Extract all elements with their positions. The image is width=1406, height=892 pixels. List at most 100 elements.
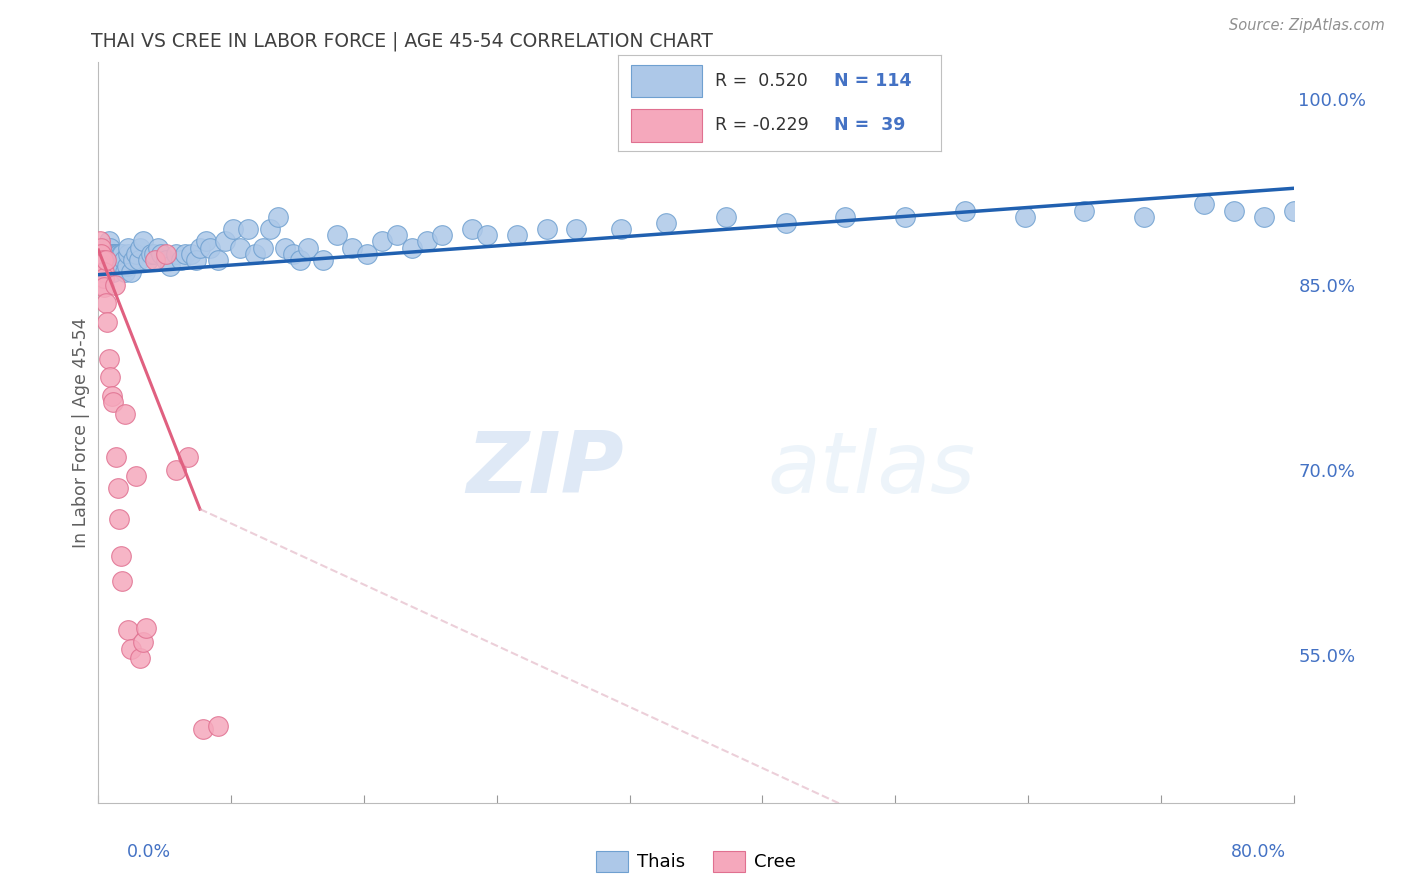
Point (207, 719, 229, 733)
Point (236, 222, 259, 236)
Point (1223, 203, 1246, 218)
Point (125, 246, 148, 260)
Point (89, 252, 111, 267)
Text: ZIP: ZIP (467, 428, 624, 511)
Point (128, 252, 150, 267)
Point (112, 252, 135, 267)
Point (97, 235, 120, 249)
Point (101, 246, 124, 260)
Point (655, 216, 678, 230)
Point (139, 246, 162, 260)
Point (120, 641, 142, 656)
Point (342, 240, 364, 254)
Point (98, 246, 122, 260)
Point (108, 259, 131, 273)
Point (93, 265, 115, 279)
Point (115, 259, 138, 273)
Point (108, 512, 131, 526)
Point (108, 246, 131, 260)
Point (110, 246, 132, 260)
Point (610, 222, 633, 236)
Point (155, 246, 177, 260)
Point (117, 240, 139, 254)
Point (94, 252, 117, 267)
Point (188, 240, 211, 254)
Point (90, 259, 112, 273)
Point (105, 450, 128, 465)
Point (200, 240, 222, 254)
Point (120, 265, 142, 279)
Point (135, 621, 157, 635)
Text: atlas: atlas (768, 428, 976, 511)
Point (107, 481, 129, 495)
Point (111, 246, 134, 260)
Point (101, 252, 124, 267)
Point (96, 252, 118, 267)
Point (107, 252, 129, 267)
Point (93, 271, 115, 285)
Point (103, 252, 125, 267)
Point (274, 240, 297, 254)
Point (93, 259, 115, 273)
Point (98, 370, 122, 384)
Point (297, 240, 319, 254)
Point (97, 240, 120, 254)
Point (93, 280, 115, 294)
Point (1343, 197, 1365, 211)
Point (105, 252, 128, 267)
Point (245, 246, 267, 260)
Point (125, 468, 148, 483)
Point (110, 549, 132, 563)
Point (1386, 210, 1406, 224)
Point (90, 240, 112, 254)
Point (94, 240, 117, 254)
Point (90, 246, 112, 260)
Point (132, 635, 155, 649)
Point (1073, 203, 1095, 218)
Point (91, 252, 114, 267)
Point (834, 210, 856, 224)
Point (101, 388, 124, 402)
Point (142, 246, 165, 260)
Point (259, 222, 281, 236)
Text: THAI VS CREE IN LABOR FORCE | AGE 45-54 CORRELATION CHART: THAI VS CREE IN LABOR FORCE | AGE 45-54 … (91, 31, 713, 51)
Point (165, 246, 187, 260)
Point (311, 252, 333, 267)
Point (114, 265, 136, 279)
Point (953, 203, 976, 218)
Point (430, 228, 453, 243)
Point (129, 651, 152, 665)
Point (1014, 210, 1036, 224)
Point (195, 235, 218, 249)
Point (91, 277, 114, 292)
Point (775, 216, 797, 230)
Point (136, 252, 159, 267)
Point (91, 265, 114, 279)
Point (94, 296, 117, 310)
Point (207, 252, 229, 267)
Point (401, 240, 423, 254)
Point (565, 222, 588, 236)
Point (1253, 210, 1275, 224)
Point (90, 271, 112, 285)
Point (371, 235, 394, 249)
Point (98, 252, 122, 267)
Point (148, 240, 170, 254)
Point (1282, 203, 1305, 218)
Point (326, 228, 349, 243)
Point (104, 259, 127, 273)
Point (288, 252, 311, 267)
Point (107, 246, 129, 260)
Point (267, 210, 290, 224)
Point (150, 246, 173, 260)
Point (103, 246, 125, 260)
Point (252, 240, 274, 254)
Point (117, 246, 139, 260)
Point (101, 259, 124, 273)
Point (229, 240, 252, 254)
Point (180, 246, 202, 260)
Point (129, 240, 152, 254)
Point (94, 246, 117, 260)
Point (1402, 203, 1406, 218)
Point (96, 315, 118, 329)
